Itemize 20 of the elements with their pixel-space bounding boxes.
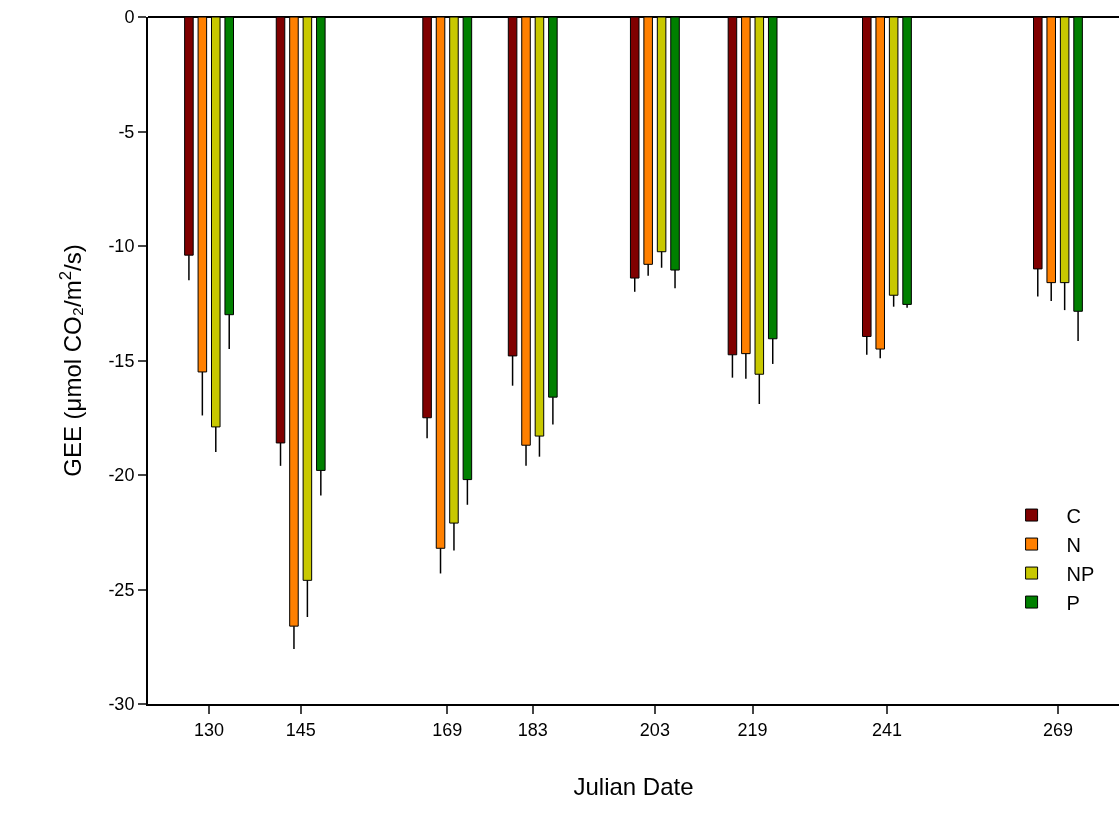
- legend-label: N: [1066, 533, 1082, 556]
- x-tick-label: 269: [1042, 719, 1073, 740]
- x-tick-label: 241: [871, 719, 902, 740]
- y-tick-label: -5: [118, 121, 135, 142]
- y-tick-label: -30: [108, 694, 135, 715]
- x-tick-label: 203: [639, 719, 670, 740]
- legend-label: NP: [1066, 562, 1095, 585]
- y-tick-label: 0: [124, 7, 135, 28]
- x-axis-title: Julian Date: [573, 773, 694, 801]
- legend-label: C: [1066, 504, 1082, 527]
- x-tick-label: 145: [285, 719, 316, 740]
- x-tick-label: 169: [432, 719, 463, 740]
- x-tick-label: 130: [194, 719, 225, 740]
- y-tick-label: -20: [108, 465, 135, 486]
- x-tick-label: 219: [737, 719, 768, 740]
- y-tick-label: -15: [108, 350, 135, 371]
- y-tick-label: -25: [108, 579, 135, 600]
- y-tick-label: -10: [108, 236, 135, 257]
- legend-label: P: [1066, 591, 1080, 614]
- x-tick-label: 183: [517, 719, 548, 740]
